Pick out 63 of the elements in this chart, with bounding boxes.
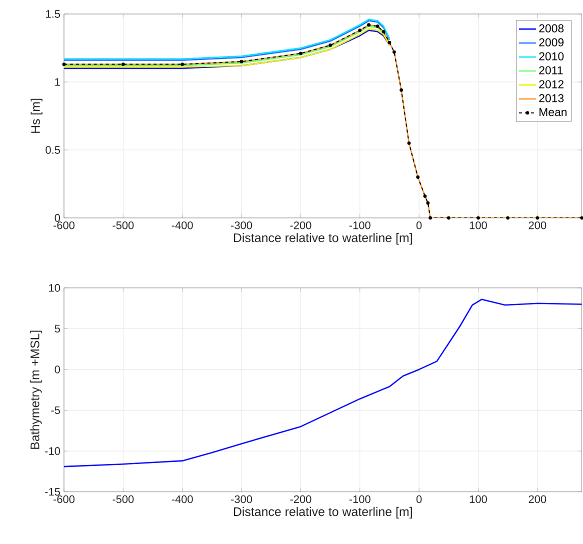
x-tick-label: -200 bbox=[290, 222, 312, 230]
point bbox=[367, 23, 370, 27]
point bbox=[299, 52, 302, 56]
y-axis-title: Hs [m] bbox=[30, 98, 42, 134]
point bbox=[506, 216, 510, 220]
legend-label: 2010 bbox=[539, 52, 564, 60]
y-tick-label: 5 bbox=[54, 324, 60, 333]
legend-label: Mean bbox=[540, 108, 567, 116]
point bbox=[446, 216, 450, 220]
x-tick-label: -400 bbox=[172, 222, 193, 230]
x-tick-label: -600 bbox=[54, 495, 74, 504]
x-axis-title: Distance relative to waterline [m] bbox=[234, 233, 412, 245]
point bbox=[428, 216, 432, 220]
x-tick-label: 100 bbox=[470, 222, 487, 230]
x-tick-label: 200 bbox=[528, 222, 546, 230]
x-tick-label: -400 bbox=[172, 495, 193, 504]
x-tick-label: 0 bbox=[416, 222, 422, 230]
point bbox=[240, 60, 244, 64]
y-tick-label: 1 bbox=[55, 78, 60, 86]
legend-label: 2012 bbox=[539, 80, 564, 88]
point bbox=[580, 216, 583, 220]
legend-label: 2011 bbox=[539, 66, 563, 74]
x-tick-label: -100 bbox=[349, 495, 370, 504]
point bbox=[416, 176, 420, 179]
y-tick-label: 0.5 bbox=[46, 146, 60, 154]
y-tick-label: -10 bbox=[45, 447, 60, 456]
x-tick-label: -500 bbox=[112, 495, 134, 504]
x-tick-label: 100 bbox=[470, 495, 487, 504]
point bbox=[392, 50, 396, 54]
x-tick-label: -300 bbox=[231, 495, 252, 504]
y-tick-label: 0 bbox=[54, 214, 60, 222]
point bbox=[476, 216, 480, 220]
x-axis-title: Distance relative to waterline [m] bbox=[234, 507, 412, 519]
y-axis-title: Bathymetry [m +MSL] bbox=[30, 330, 42, 449]
x-tick-label: 0 bbox=[416, 495, 422, 504]
point bbox=[382, 30, 386, 34]
point bbox=[180, 62, 184, 66]
point bbox=[62, 62, 66, 66]
point bbox=[400, 88, 404, 92]
point bbox=[426, 201, 430, 205]
point bbox=[121, 62, 125, 66]
point bbox=[358, 28, 362, 32]
point bbox=[407, 142, 411, 145]
x-tick-label: -200 bbox=[290, 495, 312, 504]
x-tick-label: -300 bbox=[231, 222, 252, 230]
point bbox=[423, 194, 427, 198]
x-tick-label: 200 bbox=[528, 495, 546, 504]
x-tick-label: -600 bbox=[54, 222, 74, 230]
y-tick-label: -15 bbox=[45, 488, 60, 496]
point bbox=[328, 44, 332, 48]
point bbox=[536, 216, 540, 220]
y-tick-label: 10 bbox=[49, 284, 60, 292]
point bbox=[376, 24, 380, 28]
y-tick-label: 0 bbox=[54, 366, 60, 374]
y-tick-label: -5 bbox=[51, 406, 60, 414]
legend-label: 2013 bbox=[539, 94, 564, 102]
legend-label: 2008 bbox=[539, 24, 564, 32]
legend-label: 2009 bbox=[539, 38, 564, 46]
y-tick-label: 1.5 bbox=[46, 10, 60, 18]
x-tick-label: -500 bbox=[112, 222, 134, 230]
line-series bbox=[64, 298, 582, 468]
point bbox=[388, 40, 392, 44]
x-tick-label: -100 bbox=[349, 222, 370, 230]
